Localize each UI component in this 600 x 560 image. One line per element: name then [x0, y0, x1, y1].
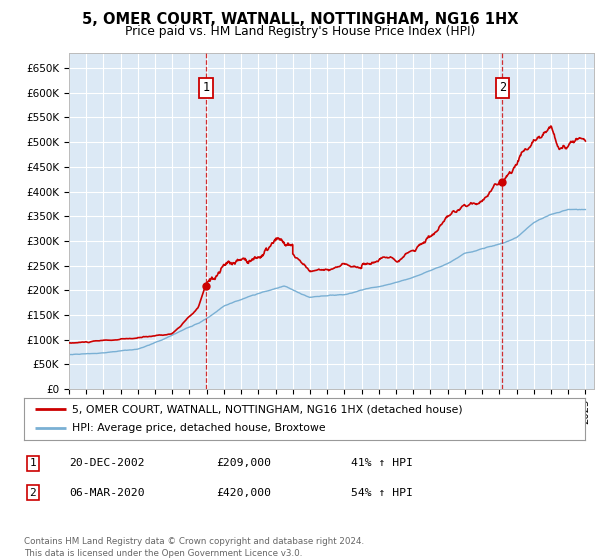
Text: 20-DEC-2002: 20-DEC-2002 [69, 458, 145, 468]
Text: £209,000: £209,000 [216, 458, 271, 468]
Text: Price paid vs. HM Land Registry's House Price Index (HPI): Price paid vs. HM Land Registry's House … [125, 25, 475, 38]
Text: 06-MAR-2020: 06-MAR-2020 [69, 488, 145, 498]
Text: 1: 1 [29, 458, 37, 468]
Text: 1: 1 [203, 81, 210, 94]
Text: Contains HM Land Registry data © Crown copyright and database right 2024.
This d: Contains HM Land Registry data © Crown c… [24, 537, 364, 558]
Text: 54% ↑ HPI: 54% ↑ HPI [351, 488, 413, 498]
Text: 41% ↑ HPI: 41% ↑ HPI [351, 458, 413, 468]
Text: 5, OMER COURT, WATNALL, NOTTINGHAM, NG16 1HX: 5, OMER COURT, WATNALL, NOTTINGHAM, NG16… [82, 12, 518, 27]
Text: HPI: Average price, detached house, Broxtowe: HPI: Average price, detached house, Brox… [71, 423, 325, 433]
Text: £420,000: £420,000 [216, 488, 271, 498]
Text: 2: 2 [29, 488, 37, 498]
Text: 5, OMER COURT, WATNALL, NOTTINGHAM, NG16 1HX (detached house): 5, OMER COURT, WATNALL, NOTTINGHAM, NG16… [71, 404, 463, 414]
Text: 2: 2 [499, 81, 506, 94]
